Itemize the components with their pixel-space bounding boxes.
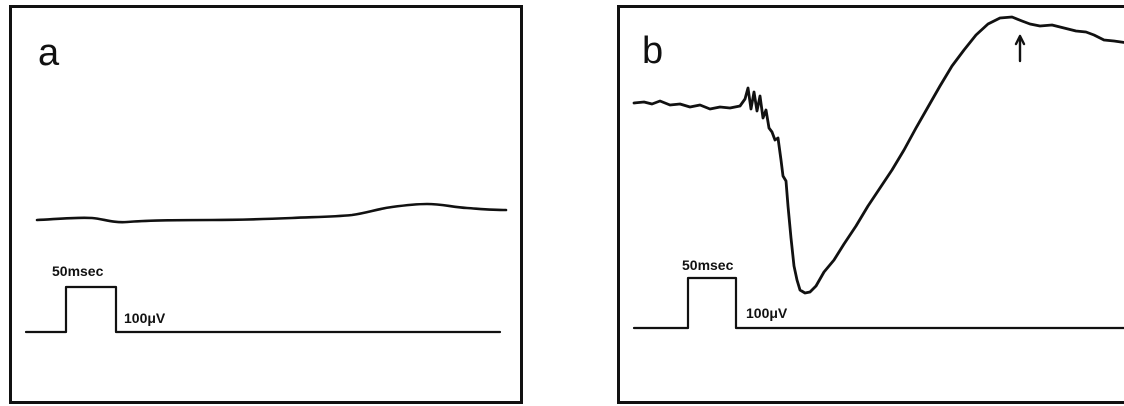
panel-a: a 50msec 100μV [9,5,523,404]
response-trace-a [35,202,508,224]
panel-a-traces [24,202,508,334]
stimulus-pulse-a [24,285,502,334]
peak-arrow-head [1014,34,1026,46]
stimulus-pulse-b [632,276,1124,330]
voltage-scale-label-a: 100μV [124,310,166,326]
voltage-scale-label-b: 100μV [746,305,788,321]
panel-label-b: b [642,30,664,72]
panel-b: b 50msec 100μV [617,5,1124,404]
time-scale-label-a: 50msec [52,263,104,279]
panel-label-a: a [38,32,60,74]
time-scale-label-b: 50msec [682,257,734,273]
panel-b-traces [632,15,1124,330]
response-trace-b [632,15,1124,295]
